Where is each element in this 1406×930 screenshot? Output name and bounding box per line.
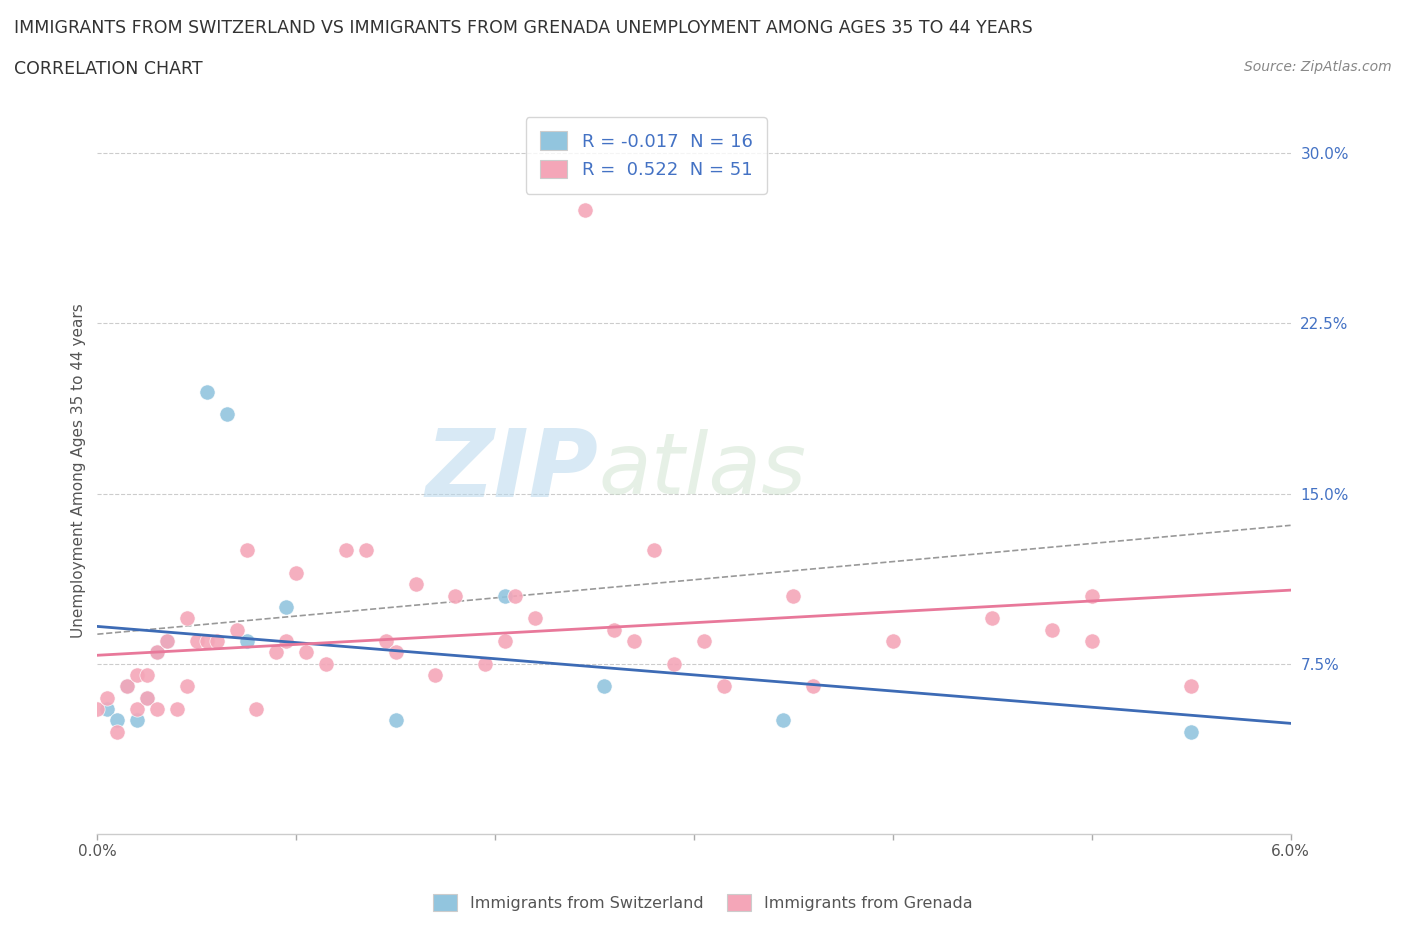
Point — [105, 724, 128, 739]
Point — [127, 668, 149, 683]
Point — [235, 633, 257, 648]
Text: atlas: atlas — [599, 430, 807, 512]
Point — [474, 657, 496, 671]
Point — [195, 633, 218, 648]
Point — [86, 701, 108, 716]
Point — [136, 668, 159, 683]
Point — [523, 611, 546, 626]
Point — [96, 690, 118, 705]
Point — [354, 543, 377, 558]
Point — [603, 622, 626, 637]
Point — [96, 701, 118, 716]
Point — [335, 543, 357, 558]
Point — [882, 633, 904, 648]
Point — [1080, 588, 1102, 603]
Legend: R = -0.017  N = 16, R =  0.522  N = 51: R = -0.017 N = 16, R = 0.522 N = 51 — [526, 117, 766, 193]
Point — [772, 713, 794, 728]
Point — [405, 577, 427, 591]
Text: Source: ZipAtlas.com: Source: ZipAtlas.com — [1244, 60, 1392, 74]
Point — [981, 611, 1004, 626]
Point — [285, 565, 308, 580]
Text: IMMIGRANTS FROM SWITZERLAND VS IMMIGRANTS FROM GRENADA UNEMPLOYMENT AMONG AGES 3: IMMIGRANTS FROM SWITZERLAND VS IMMIGRANT… — [14, 19, 1033, 36]
Point — [105, 713, 128, 728]
Point — [593, 679, 616, 694]
Point — [115, 679, 138, 694]
Point — [146, 644, 169, 659]
Point — [115, 679, 138, 694]
Point — [156, 633, 179, 648]
Point — [782, 588, 804, 603]
Point — [425, 668, 447, 683]
Point — [146, 644, 169, 659]
Point — [186, 633, 208, 648]
Point — [266, 644, 288, 659]
Point — [503, 588, 526, 603]
Point — [384, 713, 406, 728]
Point — [276, 633, 298, 648]
Point — [444, 588, 467, 603]
Point — [276, 600, 298, 615]
Point — [215, 406, 238, 421]
Point — [205, 633, 228, 648]
Point — [693, 633, 716, 648]
Legend: Immigrants from Switzerland, Immigrants from Grenada: Immigrants from Switzerland, Immigrants … — [427, 888, 979, 917]
Point — [136, 690, 159, 705]
Point — [245, 701, 267, 716]
Point — [643, 543, 665, 558]
Point — [235, 543, 257, 558]
Point — [127, 713, 149, 728]
Point — [166, 701, 188, 716]
Point — [1040, 622, 1063, 637]
Point — [494, 588, 516, 603]
Point — [1180, 679, 1202, 694]
Point — [136, 690, 159, 705]
Point — [1180, 724, 1202, 739]
Point — [623, 633, 645, 648]
Point — [384, 644, 406, 659]
Point — [195, 384, 218, 399]
Text: ZIP: ZIP — [426, 425, 599, 517]
Point — [156, 633, 179, 648]
Point — [225, 622, 247, 637]
Point — [315, 657, 337, 671]
Point — [295, 644, 318, 659]
Point — [713, 679, 735, 694]
Y-axis label: Unemployment Among Ages 35 to 44 years: Unemployment Among Ages 35 to 44 years — [72, 303, 86, 638]
Point — [146, 701, 169, 716]
Point — [127, 701, 149, 716]
Point — [176, 679, 198, 694]
Point — [374, 633, 396, 648]
Point — [1080, 633, 1102, 648]
Point — [662, 657, 685, 671]
Text: CORRELATION CHART: CORRELATION CHART — [14, 60, 202, 78]
Point — [801, 679, 824, 694]
Point — [176, 611, 198, 626]
Point — [574, 203, 596, 218]
Point — [494, 633, 516, 648]
